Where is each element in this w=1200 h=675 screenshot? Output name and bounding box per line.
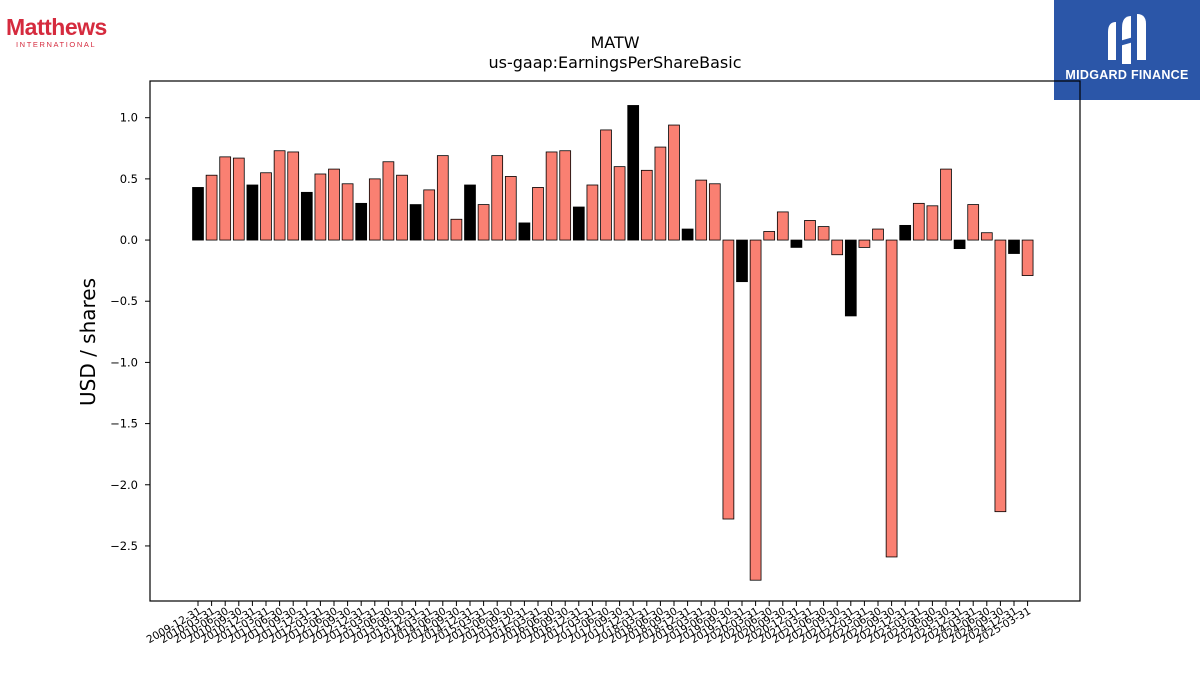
bar-2014-06-30 <box>436 155 449 241</box>
bar-2022-06-30 <box>872 228 884 241</box>
bar-2016-03-31 <box>532 187 544 241</box>
bar-2012-09-30 <box>341 183 354 241</box>
bar-2023-12-31 <box>953 239 966 250</box>
bar-2024-09-30 <box>994 239 1007 513</box>
y-tick-label: −0.5 <box>110 294 138 308</box>
bar-2012-03-31 <box>314 173 327 241</box>
bar-2013-06-30 <box>382 161 395 241</box>
bar-2023-09-30 <box>940 168 952 241</box>
bar-2011-06-30 <box>273 150 286 241</box>
bar-2019-06-30 <box>708 183 721 241</box>
bar-2014-03-31 <box>423 189 436 241</box>
y-tick-label: 0.5 <box>120 172 138 186</box>
bar-2011-03-31 <box>260 172 272 241</box>
brand-name: Matthews <box>6 14 107 40</box>
brand-subtitle: INTERNATIONAL <box>16 40 97 49</box>
y-tick-label: −1.0 <box>110 355 138 369</box>
y-tick-label: −1.5 <box>110 417 138 431</box>
bar-2021-03-31 <box>804 220 816 241</box>
bar-2022-09-30 <box>885 239 898 558</box>
bar-2018-06-30 <box>654 146 667 241</box>
bar-2023-06-30 <box>926 205 939 241</box>
y-axis-label: USD / shares <box>76 278 100 406</box>
bar-2022-03-31 <box>858 239 871 248</box>
plot-frame <box>149 80 1081 602</box>
chart-subtitle: us-gaap:EarningsPerShareBasic <box>488 53 741 72</box>
bar-2017-03-31 <box>586 184 599 241</box>
bar-2015-06-30 <box>491 155 504 241</box>
bar-2016-12-31 <box>572 206 585 241</box>
bar-2014-12-31 <box>464 184 476 241</box>
y-tick-label: 0.0 <box>120 233 138 247</box>
bar-2022-12-31 <box>899 224 912 241</box>
bar-2015-03-31 <box>477 204 490 241</box>
y-tick-label: −2.0 <box>110 478 138 492</box>
publisher-badge: MIDGARD FINANCE <box>1054 0 1200 100</box>
bar-2020-09-30 <box>776 211 789 241</box>
bar-2024-03-31 <box>967 204 980 241</box>
bar-2009-12-31 <box>192 187 204 241</box>
bar-2021-06-30 <box>817 226 830 241</box>
chart-title: MATW <box>590 33 639 52</box>
x-ticks-group: 2009-12-312010-03-312010-06-302010-09-30… <box>145 601 1033 646</box>
bar-2015-09-30 <box>504 176 517 241</box>
bar-2021-09-30 <box>831 239 844 256</box>
bar-2018-12-31 <box>681 228 694 241</box>
y-ticks-group: 1.0 0.5 0.0 −0.5 −1.0 −1.5 −2.0 −2.5 <box>110 111 150 553</box>
bar-2018-03-31 <box>640 169 653 241</box>
bar-2013-03-31 <box>368 178 381 241</box>
bar-2017-06-30 <box>600 129 612 241</box>
bar-2016-09-30 <box>559 150 572 241</box>
bar-2024-12-31 <box>1008 239 1020 254</box>
bar-2020-12-31 <box>790 239 803 248</box>
badge-name: MIDGARD FINANCE <box>1065 68 1189 82</box>
bar-2011-09-30 <box>287 151 300 241</box>
bar-2010-12-31 <box>246 184 259 241</box>
midgard-monogram-icon <box>1108 14 1146 64</box>
bar-2025-03-31 <box>1021 239 1034 276</box>
bar-2016-06-30 <box>545 151 558 241</box>
bar-2017-12-31 <box>627 105 640 241</box>
bar-2020-03-31 <box>749 239 762 581</box>
brand-logo: Matthews INTERNATIONAL <box>6 14 107 49</box>
y-tick-label: 1.0 <box>120 111 138 125</box>
bar-2024-06-30 <box>980 232 993 241</box>
bar-2010-09-30 <box>232 157 245 241</box>
y-tick-label: −2.5 <box>110 539 138 553</box>
bar-2019-09-30 <box>722 239 735 520</box>
bar-2019-03-31 <box>695 179 708 241</box>
bar-2020-06-30 <box>763 231 776 241</box>
bar-2015-12-31 <box>518 222 531 241</box>
bar-2014-09-30 <box>450 218 463 241</box>
bar-2017-09-30 <box>613 166 626 241</box>
bar-2021-12-31 <box>844 239 857 317</box>
bar-2023-03-31 <box>912 202 925 241</box>
bar-2019-12-31 <box>736 239 748 283</box>
bar-2012-06-30 <box>328 168 340 241</box>
bar-2010-03-31 <box>205 174 218 241</box>
bar-2018-09-30 <box>668 124 680 241</box>
bar-2012-12-31 <box>355 202 368 241</box>
bar-2011-12-31 <box>300 191 313 241</box>
bar-2013-12-31 <box>409 204 422 241</box>
bar-2013-09-30 <box>396 174 408 241</box>
bars-group <box>192 105 1034 581</box>
bar-2010-06-30 <box>219 156 232 241</box>
